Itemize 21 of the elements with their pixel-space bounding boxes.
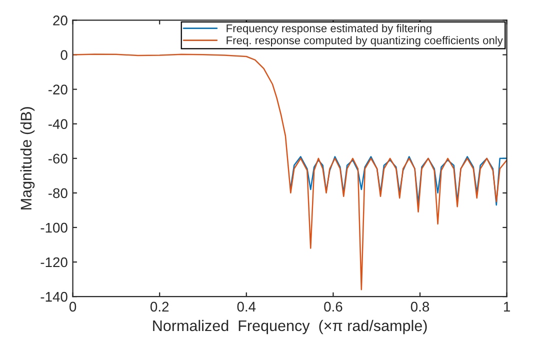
y-tick-label: -140 — [40, 292, 68, 302]
y-tick-label: -100 — [40, 222, 68, 233]
line-series — [290, 156, 507, 206]
x-tick-label: 0 — [69, 302, 76, 312]
y-tick-label: 20 — [53, 16, 68, 26]
x-tick-label: 0.6 — [324, 302, 342, 312]
legend-label: Freq. response computed by quantizing coefficients only — [226, 36, 503, 46]
y-tick-label: -20 — [48, 84, 68, 94]
x-axis-title: Normalized Frequency (×π rad/sample) — [153, 320, 427, 334]
x-tick-label: 0.8 — [410, 302, 430, 312]
x-tick-label: 0.4 — [237, 302, 256, 312]
y-tick-label: 0 — [60, 50, 68, 60]
y-tick-label: -40 — [48, 119, 68, 130]
y-tick-label: -80 — [48, 188, 68, 198]
y-tick-label: -120 — [40, 257, 68, 268]
line-series — [72, 54, 507, 290]
x-tick-label: 0.2 — [150, 302, 169, 312]
y-axis-title: Magnitude (dB) — [20, 107, 35, 210]
y-tick-label: -60 — [48, 154, 68, 164]
x-tick-label: 1 — [504, 302, 510, 312]
legend-label: Frequency response estimated by filtering — [226, 24, 432, 34]
